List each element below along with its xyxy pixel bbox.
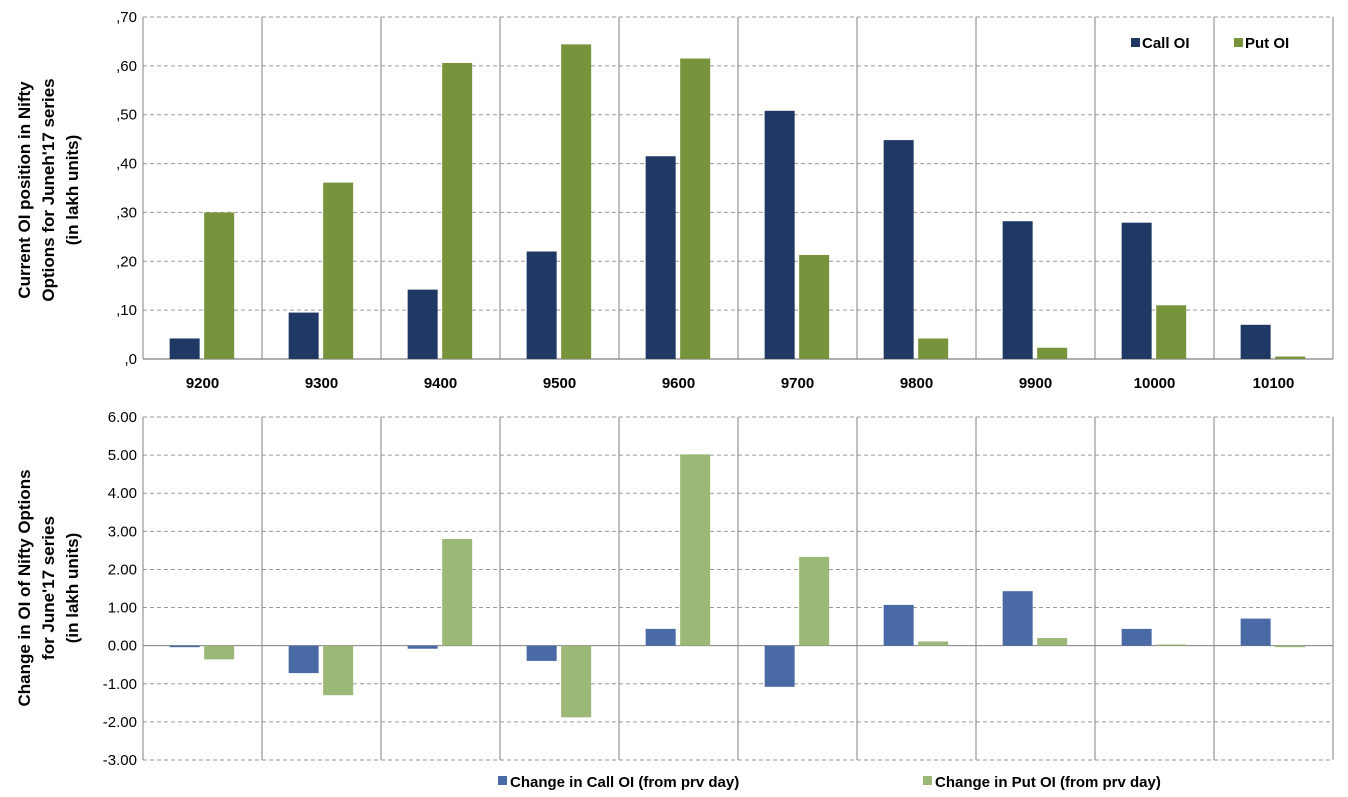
bar-put-9500 (561, 44, 592, 360)
bar-call-9800 (883, 140, 914, 359)
bar-call-9300 (288, 312, 319, 359)
legend-swatch (498, 776, 507, 785)
x-tick-label: 9600 (662, 375, 695, 392)
bar-call-10100 (1240, 618, 1271, 646)
y-tick-label: ,0 (124, 351, 137, 368)
current-oi-chart: ,0 ,10 ,20 ,30 ,40 ,50 ,60 ,70 9200 9300 9400 9500 9… (15, 9, 1334, 392)
y-tick-label: ,70 (116, 9, 137, 26)
y-tick-label: ,10 (116, 302, 137, 319)
bar-call-9400 (407, 645, 438, 649)
bar-call-10000 (1121, 222, 1152, 359)
bar-put-9900 (1037, 638, 1068, 646)
legend-label: Put OI (1245, 35, 1289, 52)
bar-put-9800 (918, 338, 949, 359)
bar-call-10000 (1121, 628, 1152, 646)
bar-put-9400 (442, 538, 473, 646)
x-tick-label: 10100 (1253, 375, 1295, 392)
bar-put-9800 (918, 641, 949, 646)
y-axis-label-line: for June'17 series (39, 516, 58, 660)
y-tick-label: ,30 (116, 204, 137, 221)
x-tick-label: 9700 (781, 375, 814, 392)
y-axis-label: Current OI position in Nifty Options for … (15, 78, 82, 301)
y-axis-label-line: (in lakh units) (63, 135, 82, 246)
x-tick-label: 9900 (1019, 375, 1052, 392)
y-tick-label: ,40 (116, 156, 137, 173)
bar-put-9700 (799, 254, 830, 359)
y-tick-label: -1.00 (103, 676, 137, 693)
x-tick-label: 9800 (900, 375, 933, 392)
legend-swatch (1131, 38, 1140, 47)
bar-call-9600 (645, 156, 676, 359)
y-axis-label-line: Options for Juneh'17 series (39, 78, 58, 301)
bar-call-9500 (526, 645, 557, 661)
bar-call-9600 (645, 628, 676, 646)
y-axis-label-line: Current OI position in Nifty (15, 81, 34, 299)
bar-call-9300 (288, 645, 319, 674)
legend-label: Change in Put OI (from prv day) (935, 774, 1161, 791)
legend-swatch (1234, 38, 1243, 47)
bar-call-9200 (169, 645, 200, 648)
y-axis-label: Change in OI of Nifty Options for June'17… (15, 469, 82, 706)
y-tick-label: ,50 (116, 107, 137, 124)
bar-call-9400 (407, 289, 438, 359)
legend-label: Call OI (1142, 35, 1190, 52)
bar-call-9900 (1002, 221, 1033, 359)
bar-call-9800 (883, 604, 914, 646)
x-tick-label: 10000 (1134, 375, 1176, 392)
bar-put-9700 (799, 556, 830, 646)
bar-put-9200 (204, 645, 235, 660)
x-tick-label: 9300 (305, 375, 338, 392)
bar-call-9500 (526, 251, 557, 359)
bar-call-9900 (1002, 591, 1033, 646)
bar-put-9400 (442, 62, 473, 359)
bar-put-9300 (323, 182, 354, 359)
y-tick-label: -2.00 (103, 714, 137, 731)
bar-call-9200 (169, 338, 200, 359)
y-tick-label: 6.00 (108, 409, 137, 426)
bar-put-10100 (1275, 356, 1306, 359)
x-tick-label: 9200 (186, 375, 219, 392)
bar-put-10000 (1156, 644, 1187, 646)
y-tick-label: ,20 (116, 253, 137, 270)
bar-call-9700 (764, 110, 795, 359)
y-tick-label: ,60 (116, 58, 137, 75)
y-axis-label-line: (in lakh units) (63, 533, 82, 644)
y-tick-label: 5.00 (108, 447, 137, 464)
bar-put-9500 (561, 645, 592, 718)
bar-put-10100 (1275, 645, 1306, 648)
x-tick-label: 9400 (424, 375, 457, 392)
bar-put-9900 (1037, 347, 1068, 359)
y-tick-label: 3.00 (108, 523, 137, 540)
bar-call-10100 (1240, 324, 1271, 359)
bar-put-9300 (323, 645, 354, 696)
y-tick-label: 0.00 (108, 638, 137, 655)
legend-label: Change in Call OI (from prv day) (510, 774, 739, 791)
y-tick-label: -3.00 (103, 752, 137, 769)
bar-put-9600 (680, 58, 711, 360)
bar-put-9600 (680, 454, 711, 646)
y-tick-label: 2.00 (108, 561, 137, 578)
change-in-oi-chart: -3.00 -2.00 -1.00 0.00 1.00 2.00 3.00 4.00 5.00 6… (15, 409, 1334, 791)
y-axis-label-line: Change in OI of Nifty Options (15, 469, 34, 706)
bar-put-9200 (204, 212, 235, 359)
bar-put-10000 (1156, 305, 1187, 359)
legend-swatch (923, 776, 932, 785)
x-tick-label: 9500 (543, 375, 576, 392)
bar-call-9700 (764, 645, 795, 687)
y-tick-label: 1.00 (108, 600, 137, 617)
y-tick-label: 4.00 (108, 485, 137, 502)
